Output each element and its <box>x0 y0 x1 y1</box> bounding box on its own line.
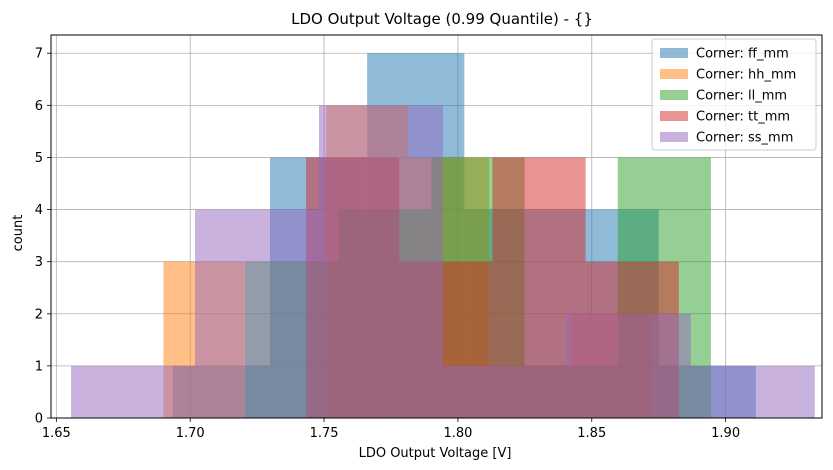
histogram-bar <box>195 209 319 418</box>
legend-label: Corner: hh_mm <box>696 68 796 83</box>
y-tick-label: 7 <box>35 47 43 62</box>
x-tick-label: 1.70 <box>176 426 205 441</box>
histogram-bar <box>442 365 567 418</box>
plot-frame <box>50 34 823 419</box>
histogram-bar <box>690 365 815 418</box>
y-tick-label: 5 <box>35 151 43 166</box>
y-axis-title: count <box>11 215 26 252</box>
x-axis-title: LDO Output Voltage [V] <box>359 446 512 461</box>
legend-swatch <box>660 69 688 79</box>
legend-label: Corner: ll_mm <box>696 89 787 104</box>
legend-label: Corner: ss_mm <box>696 131 793 146</box>
legend-swatch <box>660 48 688 58</box>
legend-label: Corner: ff_mm <box>696 47 789 62</box>
y-tick-label: 4 <box>35 203 43 218</box>
histogram-bar <box>566 313 691 418</box>
chart-title: LDO Output Voltage (0.99 Quantile) - {} <box>291 10 593 28</box>
x-tick-label: 1.75 <box>310 426 339 441</box>
series-corner-ss-mm <box>71 105 815 419</box>
legend: Corner: ff_mm Corner: hh_mm Corner: ll_mm C… <box>651 38 817 151</box>
y-tick-label: 2 <box>35 307 43 322</box>
legend-box <box>651 38 817 151</box>
legend-label: Corner: tt_mm <box>696 110 790 125</box>
legend-swatch <box>660 132 688 142</box>
x-axis: 1.65 1.70 1.75 1.80 1.85 1.90 <box>42 418 740 441</box>
x-tick-label: 1.90 <box>711 426 740 441</box>
histogram-bar <box>71 365 196 418</box>
histogram-bar <box>318 105 443 419</box>
y-tick-label: 6 <box>35 99 43 114</box>
y-tick-label: 1 <box>35 359 43 374</box>
legend-swatch <box>660 111 688 121</box>
x-tick-label: 1.85 <box>577 426 606 441</box>
x-tick-label: 1.80 <box>443 426 472 441</box>
histogram-bars <box>71 53 815 419</box>
x-tick-label: 1.65 <box>42 426 71 441</box>
y-tick-label: 0 <box>35 412 43 427</box>
y-axis: 0 1 2 3 4 5 6 7 <box>35 47 51 427</box>
y-tick-label: 3 <box>35 255 43 270</box>
legend-swatch <box>660 90 688 100</box>
